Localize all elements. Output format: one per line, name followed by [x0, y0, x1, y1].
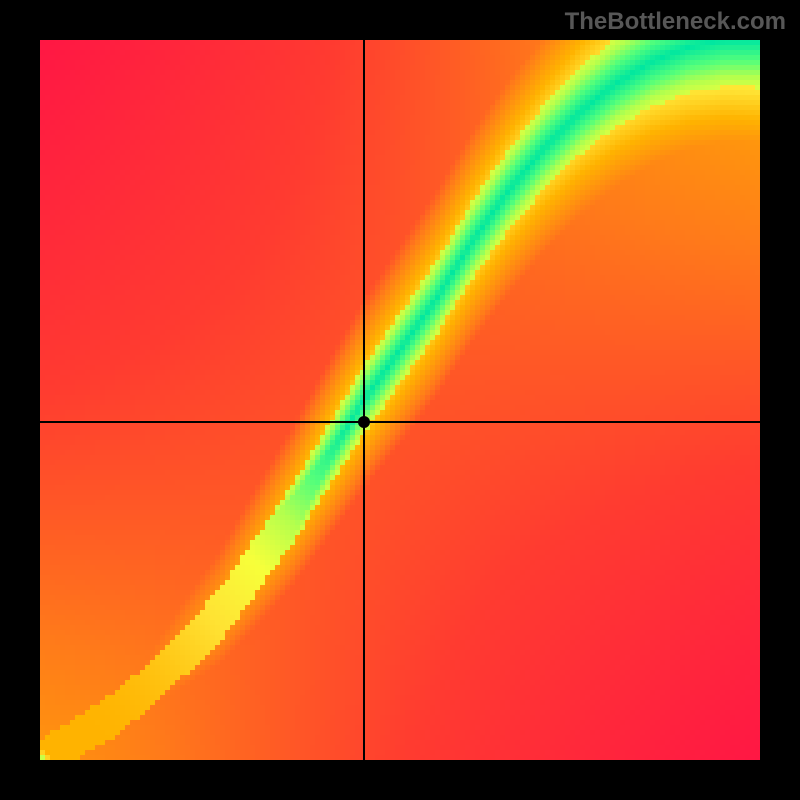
- heatmap-canvas: [40, 40, 760, 760]
- crosshair-dot: [358, 416, 370, 428]
- watermark-text: TheBottleneck.com: [565, 8, 786, 36]
- crosshair-vertical: [363, 40, 365, 760]
- plot-area: [40, 40, 760, 760]
- crosshair-horizontal: [40, 421, 760, 423]
- chart-container: TheBottleneck.com: [0, 0, 800, 800]
